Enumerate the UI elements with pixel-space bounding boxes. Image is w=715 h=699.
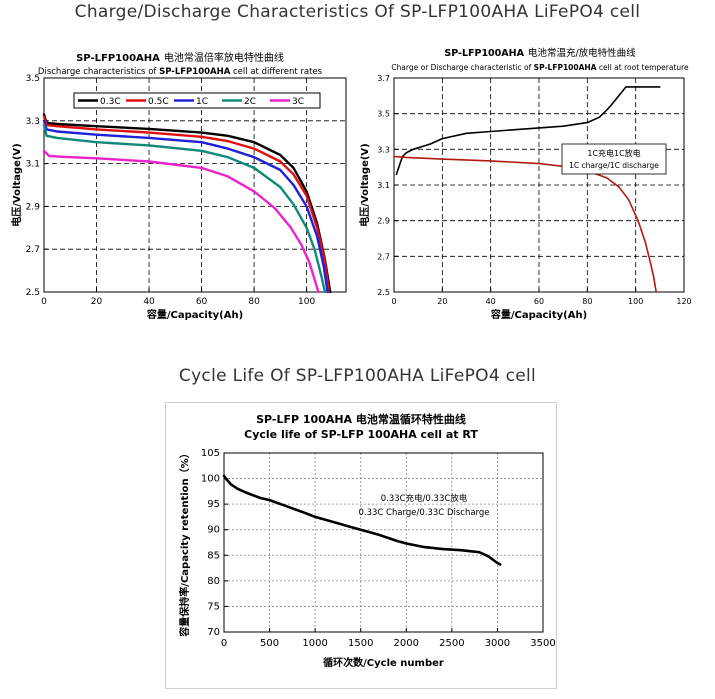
chart-title: SP-LFP100AHA 电池常温充/放电特性曲线 (444, 47, 636, 59)
legend-box (73, 92, 321, 109)
plot-frame (43, 77, 347, 293)
plot-area (224, 453, 543, 632)
series-line-discharge (393, 155, 657, 293)
annotation-box (561, 143, 667, 175)
y-tick-label: 3.7 (377, 74, 390, 83)
x-tick-label: 3000 (485, 638, 510, 649)
series-line-cycle (222, 474, 502, 566)
legend-label: 3C (292, 97, 304, 107)
chart-title-cn: 电池常温倍率放电特性曲线 (164, 51, 284, 64)
x-tick-label: 2500 (439, 638, 464, 649)
x-tick-label: 20 (91, 297, 103, 307)
x-axis-label: 容量/Capacity(Ah) (490, 308, 587, 321)
y-tick-label: 2.9 (377, 217, 390, 226)
x-tick-label: 80 (582, 297, 592, 306)
annotation-line2: 1C charge/1C discharge (569, 161, 659, 170)
annotation: 1C充电1C放电 1C charge/1C discharge (561, 143, 667, 175)
chart-subtitle-suffix: cell at root temperature (597, 63, 690, 72)
charge-discharge-heading: Charge/Discharge Characteristics Of SP-L… (74, 2, 641, 22)
cycle-life-chart: SP-LFP 100AHA 电池常温循环特性曲线 Cycle life of SP… (165, 402, 557, 689)
y-axis-label: 电压/Voltage(V) (10, 143, 23, 227)
x-tick-label: 500 (260, 638, 279, 649)
y-tick-label: 80 (207, 576, 220, 587)
x-tick-label: 120 (676, 297, 691, 306)
annotation-line1: 1C充电1C放电 (587, 148, 640, 158)
series-line-0-3c (42, 113, 332, 294)
x-axis-label: 容量/Capacity(Ah) (146, 308, 243, 321)
series-line-3c (42, 149, 320, 294)
y-tick-label: 3.1 (26, 160, 40, 170)
legend-label: 0.5C (148, 97, 169, 107)
legend-label: 0.3C (100, 97, 121, 107)
chart-subtitle-suffix: cell at different rates (230, 67, 322, 77)
chart-subtitle-prefix: Charge or Discharge characteristic of (391, 63, 533, 72)
chart-subtitle-prefix: Discharge characteristics of (38, 67, 159, 77)
x-tick-label: 100 (298, 297, 315, 307)
chart-subtitle-model: SP-LFP100AHA (534, 63, 597, 72)
y-tick-label: 100 (201, 474, 220, 485)
y-tick-label: 70 (207, 627, 220, 638)
y-tick-label: 85 (207, 550, 220, 561)
annotation: 0.33C充电/0.33C放电 0.33C Charge/0.33C Discha… (358, 493, 489, 518)
y-tick-label: 3.5 (26, 74, 40, 84)
y-tick-label: 90 (207, 525, 220, 536)
x-tick-label: 3500 (530, 638, 555, 649)
annotation-line1: 0.33C充电/0.33C放电 (381, 493, 468, 504)
chart-subtitle: Discharge characteristics of SP-LFP100AH… (38, 67, 323, 77)
y-tick-label: 2.5 (377, 288, 390, 297)
y-axis-label: 容量保持率/Capacity retention（%） (178, 448, 191, 637)
chart-title-cn: 电池常温充/放电特性曲线 (528, 47, 636, 59)
x-tick-label: 40 (143, 297, 155, 307)
y-tick-label: 95 (207, 499, 220, 510)
series-line-charge (395, 86, 661, 176)
legend: 0.3C 0.5C 1C 2C 3C (73, 92, 321, 109)
y-tick-label: 2.5 (26, 288, 40, 298)
x-tick-label: 0 (391, 297, 396, 306)
y-axis-label: 电压/Voltage(V) (358, 143, 371, 227)
y-tick-label: 2.7 (26, 245, 40, 255)
legend-label: 2C (244, 97, 256, 107)
chart-title-en: SP-LFP100AHA (76, 53, 160, 64)
series-line-1c (42, 119, 329, 294)
series-line-2c (42, 123, 327, 294)
x-tick-label: 40 (486, 297, 496, 306)
x-axis-label: 循环次数/Cycle number (323, 656, 444, 669)
plot-frame (223, 452, 544, 633)
x-tick-label: 20 (437, 297, 447, 306)
y-tick-label: 105 (201, 448, 220, 459)
chart-title: SP-LFP 100AHA 电池常温循环特性曲线 (256, 412, 466, 426)
chart-title: SP-LFP100AHA 电池常温倍率放电特性曲线 (76, 51, 284, 64)
x-tick-label: 1000 (302, 638, 327, 649)
x-tick-label: 1500 (348, 638, 373, 649)
chart-subtitle-model: SP-LFP100AHA (159, 67, 231, 77)
x-tick-label: 100 (628, 297, 643, 306)
x-tick-label: 0 (41, 297, 47, 307)
legend-label: 1C (196, 97, 208, 107)
y-tick-label: 3.3 (377, 145, 390, 154)
y-tick-label: 3.1 (377, 181, 390, 190)
series-line-0-5c (42, 115, 331, 294)
annotation-line2: 0.33C Charge/0.33C Discharge (358, 508, 489, 518)
x-tick-label: 60 (534, 297, 544, 306)
y-tick-label: 2.9 (26, 202, 41, 212)
y-tick-label: 3.3 (26, 117, 40, 127)
plot-area (44, 78, 346, 292)
x-tick-label: 0 (221, 638, 227, 649)
chart-subtitle: Charge or Discharge characteristic of SP… (391, 63, 689, 72)
rate-discharge-chart: SP-LFP100AHA 电池常温倍率放电特性曲线 Discharge charac… (10, 40, 355, 340)
x-tick-label: 2000 (394, 638, 419, 649)
chart-subtitle: Cycle life of SP-LFP 100AHA cell at RT (244, 428, 478, 441)
y-tick-label: 2.7 (377, 252, 390, 261)
charge-discharge-chart: SP-LFP100AHA 电池常温充/放电特性曲线 Charge or Discha… (356, 40, 706, 340)
chart-title-en: SP-LFP100AHA (444, 48, 524, 59)
x-tick-label: 80 (248, 297, 260, 307)
y-tick-label: 75 (207, 601, 220, 612)
x-tick-label: 60 (196, 297, 208, 307)
cycle-life-heading: Cycle Life Of SP-LFP100AHA LiFePO4 cell (178, 366, 537, 386)
y-tick-label: 3.5 (377, 110, 390, 119)
